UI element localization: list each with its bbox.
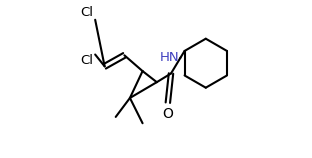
Text: Cl: Cl	[80, 6, 93, 19]
Text: HN: HN	[160, 51, 179, 64]
Text: Cl: Cl	[80, 54, 93, 67]
Text: O: O	[163, 107, 173, 121]
